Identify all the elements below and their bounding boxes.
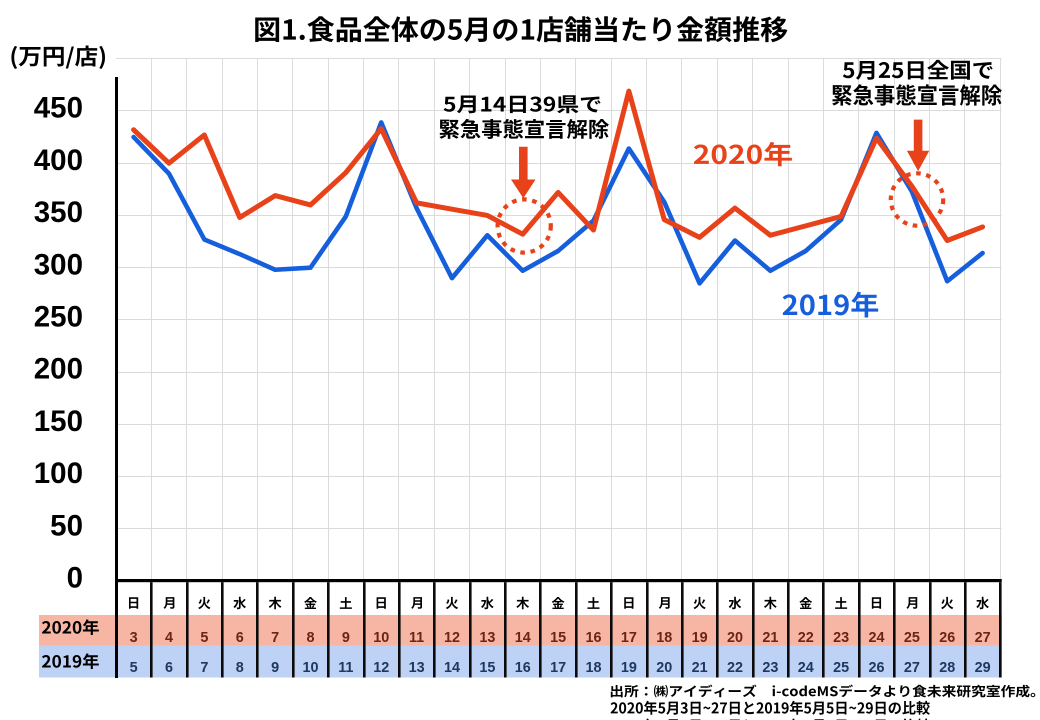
svg-text:27: 27: [904, 660, 920, 676]
svg-text:16: 16: [515, 660, 531, 676]
svg-text:17: 17: [550, 660, 566, 676]
svg-text:25: 25: [904, 630, 920, 646]
svg-text:100: 100: [34, 457, 83, 490]
svg-text:29: 29: [975, 660, 991, 676]
svg-text:3: 3: [130, 630, 138, 646]
svg-text:50: 50: [50, 509, 83, 542]
svg-text:26: 26: [868, 660, 884, 676]
svg-text:450: 450: [34, 92, 83, 125]
svg-text:28: 28: [939, 660, 955, 676]
svg-text:22: 22: [798, 630, 814, 646]
svg-text:11: 11: [338, 660, 353, 676]
svg-text:23: 23: [762, 660, 778, 676]
svg-text:27: 27: [975, 630, 991, 646]
svg-text:14: 14: [515, 630, 531, 646]
svg-text:20: 20: [656, 660, 672, 676]
svg-text:9: 9: [342, 630, 350, 646]
svg-text:11: 11: [409, 630, 424, 646]
svg-text:26: 26: [939, 630, 955, 646]
svg-text:13: 13: [409, 660, 425, 676]
svg-text:12: 12: [373, 660, 389, 676]
svg-text:400: 400: [34, 144, 83, 177]
svg-text:19: 19: [621, 660, 637, 676]
svg-text:24: 24: [868, 630, 884, 646]
svg-text:22: 22: [727, 660, 743, 676]
svg-text:16: 16: [585, 630, 601, 646]
svg-text:15: 15: [550, 630, 566, 646]
svg-text:10: 10: [373, 630, 389, 646]
svg-text:7: 7: [200, 660, 208, 676]
svg-text:24: 24: [798, 660, 814, 676]
svg-text:5: 5: [130, 660, 138, 676]
svg-text:17: 17: [621, 630, 637, 646]
svg-text:12: 12: [444, 630, 460, 646]
svg-text:0: 0: [67, 562, 83, 595]
svg-text:18: 18: [585, 660, 601, 676]
svg-text:150: 150: [34, 405, 83, 438]
svg-text:6: 6: [236, 630, 244, 646]
svg-text:8: 8: [306, 630, 314, 646]
svg-text:10: 10: [302, 660, 318, 676]
svg-text:21: 21: [692, 660, 708, 676]
svg-text:15: 15: [479, 660, 495, 676]
svg-text:5: 5: [200, 630, 208, 646]
svg-text:9: 9: [271, 660, 279, 676]
svg-text:25: 25: [833, 660, 849, 676]
svg-text:200: 200: [34, 353, 83, 386]
svg-text:18: 18: [656, 630, 672, 646]
svg-text:4: 4: [165, 630, 173, 646]
svg-text:13: 13: [479, 630, 495, 646]
svg-text:21: 21: [762, 630, 778, 646]
svg-text:20: 20: [727, 630, 743, 646]
svg-text:8: 8: [236, 660, 244, 676]
svg-text:300: 300: [34, 248, 83, 281]
svg-text:6: 6: [165, 660, 173, 676]
svg-text:7: 7: [271, 630, 279, 646]
svg-text:250: 250: [34, 301, 83, 334]
svg-text:14: 14: [444, 660, 460, 676]
svg-text:19: 19: [692, 630, 708, 646]
svg-text:350: 350: [34, 196, 83, 229]
svg-text:23: 23: [833, 630, 849, 646]
